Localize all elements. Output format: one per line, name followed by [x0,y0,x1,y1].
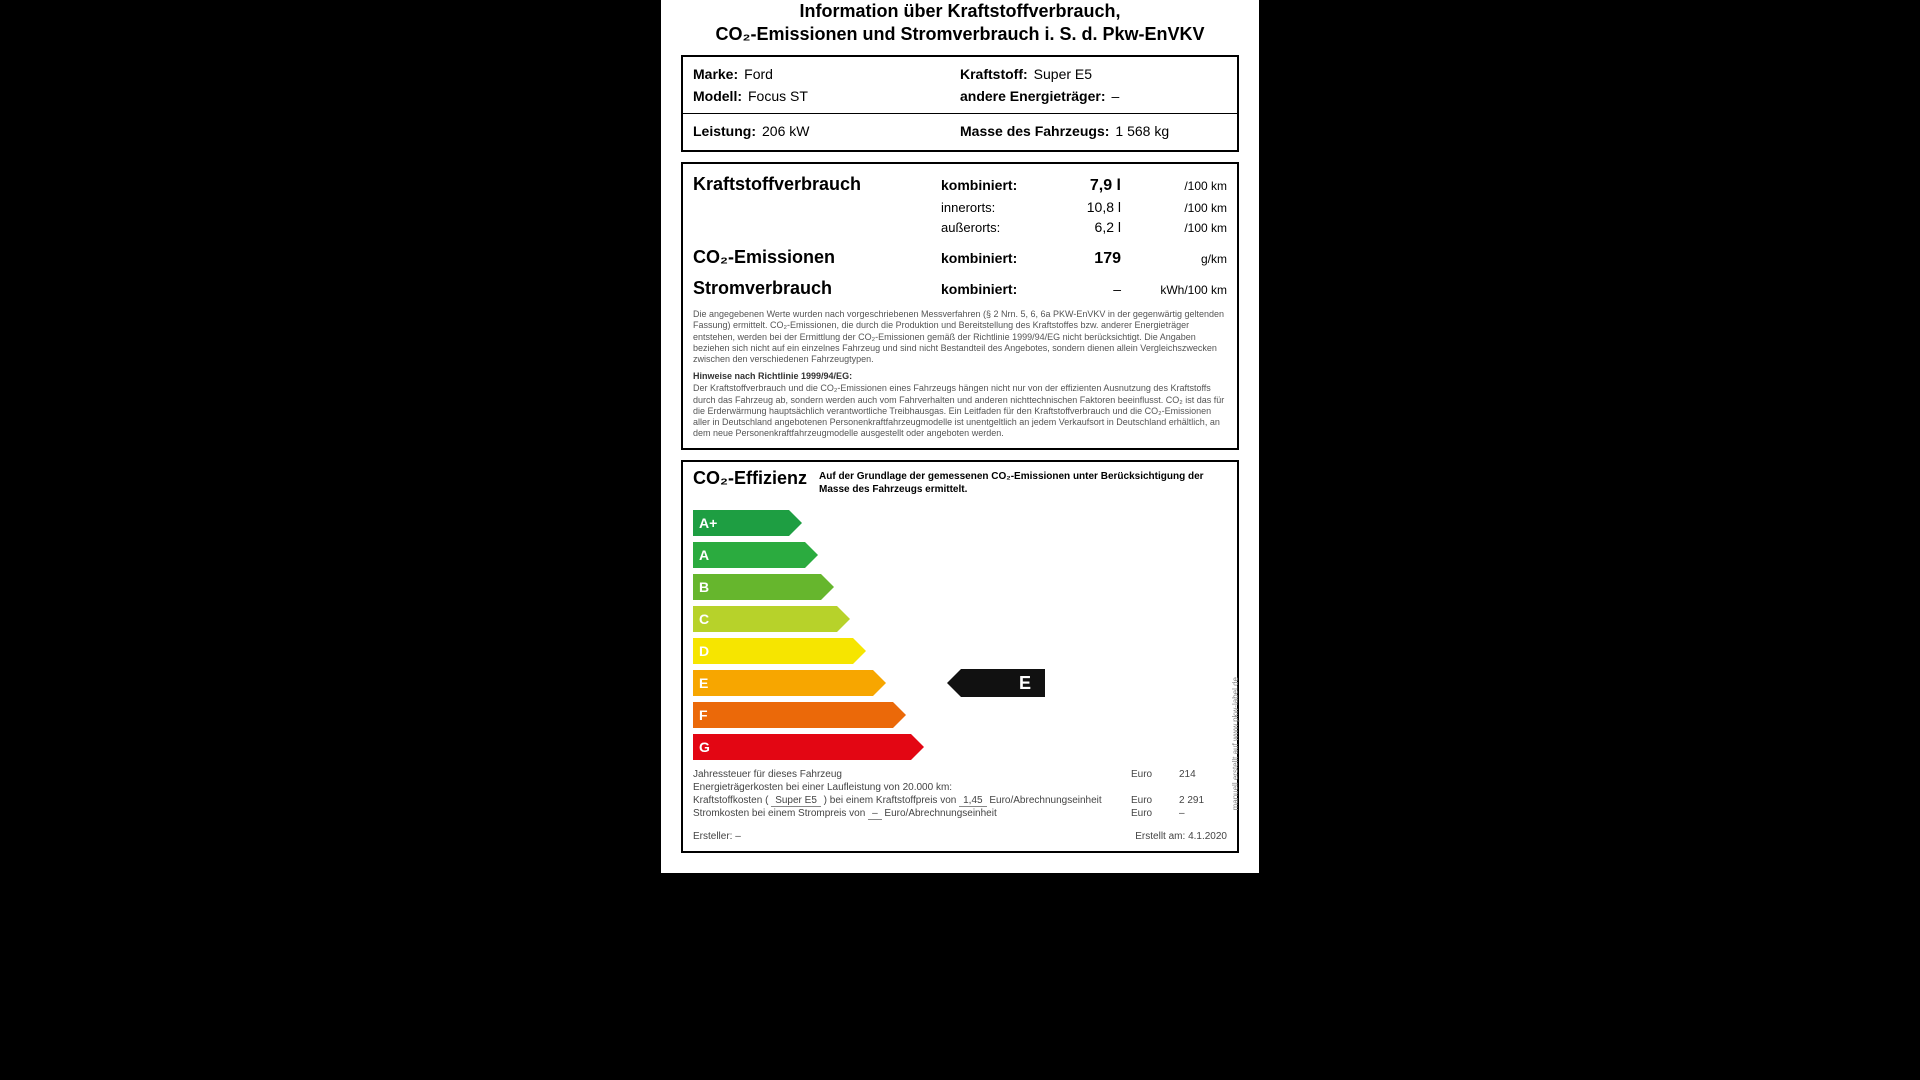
field-kraftstoff: Kraftstoff: Super E5 [960,63,1227,85]
efficiency-bar-D: D [693,638,853,664]
val-andere: – [1112,88,1120,104]
strom-val-f: – [1179,808,1227,819]
strom-val: – [1061,281,1121,297]
strom-unit: kWh/100 km [1121,283,1227,297]
side-text: manuell erstellt auf www.pkw-label.de [1231,677,1240,810]
cons-val-1: 10,8 l [1061,199,1121,215]
efficiency-bar-label: A [699,547,709,563]
val-masse: 1 568 kg [1115,123,1169,139]
co2-unit: g/km [1121,252,1227,266]
tax-lbl: Jahressteuer für dieses Fahrzeug [693,769,1131,780]
efficiency-bar-B: B [693,574,821,600]
efficiency-bar-A+: A+ [693,510,789,536]
footer-block: Jahressteuer für dieses Fahrzeug Euro 21… [693,768,1227,843]
cons-val-2: 6,2 l [1061,219,1121,235]
ersteller-lbl: Ersteller: [693,831,732,842]
efficiency-bar-G: G [693,734,911,760]
efficiency-note: Auf der Grundlage der gemessenen CO₂-Emi… [819,468,1227,496]
vehicle-box: Marke: Ford Kraftstoff: Super E5 Modell:… [681,55,1239,152]
efficiency-bar-E: E [693,670,873,696]
erstellt-val: 4.1.2020 [1188,831,1227,842]
ersteller-val: – [735,831,741,842]
energy-label-document: Information über Kraftstoffverbrauch, CO… [661,0,1259,873]
cons-sub-2: außerorts: [941,220,1061,235]
field-modell: Modell: Focus ST [693,85,960,107]
efficiency-bar-label: C [699,611,709,627]
field-marke: Marke: Ford [693,63,960,85]
fuel-type: Super E5 [771,795,821,807]
tax-cur: Euro [1131,769,1179,780]
efficiency-marker: E [961,669,1045,697]
efficiency-bar-A: A [693,542,805,568]
cons-unit-1: /100 km [1121,201,1227,215]
efficiency-bar-F: F [693,702,893,728]
efficiency-bars: A+ABCDEFGE [693,510,1227,760]
field-masse: Masse des Fahrzeugs: 1 568 kg [960,120,1227,142]
fuel-val: 2 291 [1179,795,1227,806]
val-kraftstoff: Super E5 [1034,66,1092,82]
field-andere: andere Energieträger: – [960,85,1227,107]
strom-cur: Euro [1131,808,1179,819]
strom-pre: Stromkosten bei einem Strompreis von [693,808,865,819]
lbl-leistung: Leistung: [693,123,756,139]
ersteller: Ersteller: – [693,831,1087,842]
efficiency-bar-label: E [699,675,708,691]
efficiency-bar-label: D [699,643,709,659]
efficiency-bar-label: B [699,579,709,595]
efficiency-title: CO₂-Effizienz [693,468,807,489]
lbl-masse: Masse des Fahrzeugs: [960,123,1109,139]
doc-title: Information über Kraftstoffverbrauch, CO… [681,0,1239,45]
co2-sub: kombiniert: [941,250,1061,266]
efficiency-bar-row: A+ [693,510,1227,536]
efficiency-bar-row: B [693,574,1227,600]
val-modell: Focus ST [748,88,808,104]
strom-sub: kombiniert: [941,281,1061,297]
consumption-box: Kraftstoffverbrauch kombiniert: 7,9 l /1… [681,162,1239,450]
fuel-cur: Euro [1131,795,1179,806]
energy-lbl: Energieträgerkosten bei einer Laufleistu… [693,782,1131,793]
cons-sub-0: kombiniert: [941,177,1061,193]
efficiency-bar-label: A+ [699,515,717,531]
lbl-andere: andere Energieträger: [960,88,1106,104]
efficiency-bar-row: F [693,702,1227,728]
val-leistung: 206 kW [762,123,809,139]
strom-unit-f: Euro/Abrechnungseinheit [884,808,996,819]
cons-val-0: 7,9 l [1061,177,1121,195]
val-marke: Ford [744,66,773,82]
efficiency-bar-row: G [693,734,1227,760]
efficiency-box: CO₂-Effizienz Auf der Grundlage der geme… [681,460,1239,853]
efficiency-bar-C: C [693,606,837,632]
fuel-unit: Euro/Abrechnungseinheit [989,795,1101,806]
fineprint-1: Die angegebenen Werte wurden nach vorges… [693,309,1227,365]
efficiency-bar-row: A [693,542,1227,568]
efficiency-bar-row: D [693,638,1227,664]
field-leistung: Leistung: 206 kW [693,120,960,142]
cons-unit-2: /100 km [1121,221,1227,235]
cons-unit-0: /100 km [1121,179,1227,193]
efficiency-bar-row: C [693,606,1227,632]
consumption-title: Kraftstoffverbrauch [693,174,941,195]
efficiency-bar-label: F [699,707,708,723]
fuel-line: Kraftstoffkosten ( Super E5 ) bei einem … [693,795,1131,806]
cons-sub-1: innerorts: [941,200,1061,215]
tax-val: 214 [1179,769,1227,780]
strom-line: Stromkosten bei einem Strompreis von – E… [693,808,1131,819]
title-line2: CO₂-Emissionen und Stromverbrauch i. S. … [681,23,1239,46]
fuel-price: 1,45 [959,795,986,807]
lbl-modell: Modell: [693,88,742,104]
co2-title: CO₂-Emissionen [693,247,941,268]
fineprint-2: Der Kraftstoffverbrauch und die CO₂-Emis… [693,383,1227,439]
fuel-pre: Kraftstoffkosten ( [693,795,768,806]
title-line1: Information über Kraftstoffverbrauch, [681,0,1239,23]
lbl-kraftstoff: Kraftstoff: [960,66,1028,82]
erstellt: Erstellt am: 4.1.2020 [1087,831,1227,842]
strom-title: Stromverbrauch [693,278,941,299]
efficiency-bar-label: G [699,739,710,755]
erstellt-lbl: Erstellt am: [1135,831,1185,842]
fuel-mid: ) bei einem Kraftstoffpreis von [824,795,957,806]
lbl-marke: Marke: [693,66,738,82]
strom-price: – [868,808,882,820]
fineprint-head: Hinweise nach Richtlinie 1999/94/EG: [693,371,1227,381]
co2-val: 179 [1061,250,1121,268]
